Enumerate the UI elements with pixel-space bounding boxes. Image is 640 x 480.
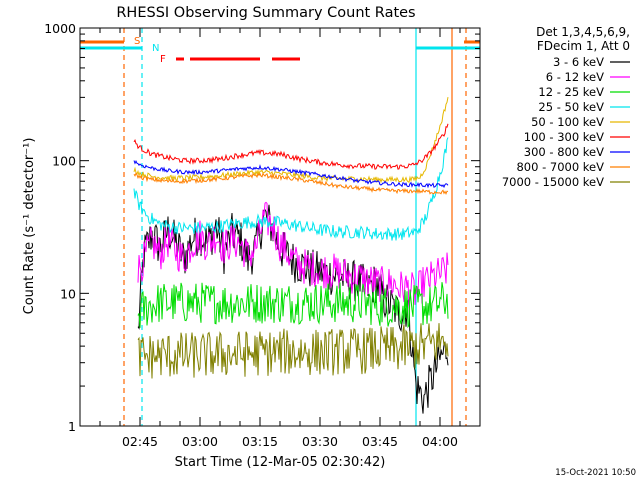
y-tick-label: 100 (52, 154, 76, 169)
series-line-6-12-kev (137, 201, 449, 307)
series-line-100-300-kev (133, 123, 449, 170)
legend-header-line: Det 1,3,4,5,6,9, (536, 25, 630, 39)
timestamp: 15-Oct-2021 10:50 (555, 468, 636, 478)
series-lines (133, 97, 449, 414)
series-line-800-7000-kev (133, 172, 449, 195)
x-tick-label: 03:15 (242, 434, 278, 449)
series-line-7000-15000-kev (137, 323, 449, 379)
y-axis: 1 10 100 1000 (44, 21, 480, 434)
legend-entry-7000-15000-kev: 7000 - 15000 keV (502, 175, 604, 189)
y-tick-label: 1 (68, 419, 76, 434)
legend: Det 1,3,4,5,6,9,FDecim 1, Att 0 3 - 6 keV… (502, 25, 630, 189)
series-line-300-800-kev (133, 160, 449, 189)
y-tick-label: 10 (60, 286, 76, 301)
y-axis-label: Count Rate (s⁻¹ detector⁻¹) (22, 138, 37, 315)
legend-header-line: FDecim 1, Att 0 (537, 39, 630, 53)
legend-entry-25-50-kev: 25 - 50 keV (538, 100, 604, 114)
chart-title: RHESSI Observing Summary Count Rates (116, 5, 415, 21)
flag-label-n: N (152, 43, 159, 54)
x-tick-label: 03:45 (362, 434, 398, 449)
legend-entry-3-6-kev: 3 - 6 keV (553, 55, 604, 69)
legend-entry-100-300-kev: 100 - 300 keV (524, 130, 604, 144)
x-tick-label: 03:00 (182, 434, 218, 449)
x-axis-label: Start Time (12-Mar-05 02:30:42) (175, 455, 386, 470)
flag-label-s: S (134, 36, 140, 47)
flag-label-f: F (160, 54, 166, 65)
legend-entry-800-7000-kev: 800 - 7000 keV (516, 160, 604, 174)
x-tick-label: 03:30 (302, 434, 338, 449)
legend-entry-12-25-kev: 12 - 25 keV (538, 85, 604, 99)
y-tick-label: 1000 (44, 21, 76, 36)
legend-entry-50-100-kev: 50 - 100 keV (531, 115, 604, 129)
x-tick-label: 02:45 (122, 434, 158, 449)
vertical-markers (123, 28, 467, 426)
x-axis: 02:45 03:00 03:15 03:30 03:45 04:00 (99, 28, 461, 449)
flag-bars: S NF (80, 36, 480, 65)
series-line-25-50-kev (133, 137, 449, 241)
series-line-50-100-kev (133, 97, 449, 184)
series-line-12-25-kev (137, 282, 449, 329)
legend-entry-300-800-kev: 300 - 800 keV (524, 145, 604, 159)
x-tick-label: 04:00 (422, 434, 458, 449)
legend-entry-6-12-kev: 6 - 12 keV (546, 70, 604, 84)
